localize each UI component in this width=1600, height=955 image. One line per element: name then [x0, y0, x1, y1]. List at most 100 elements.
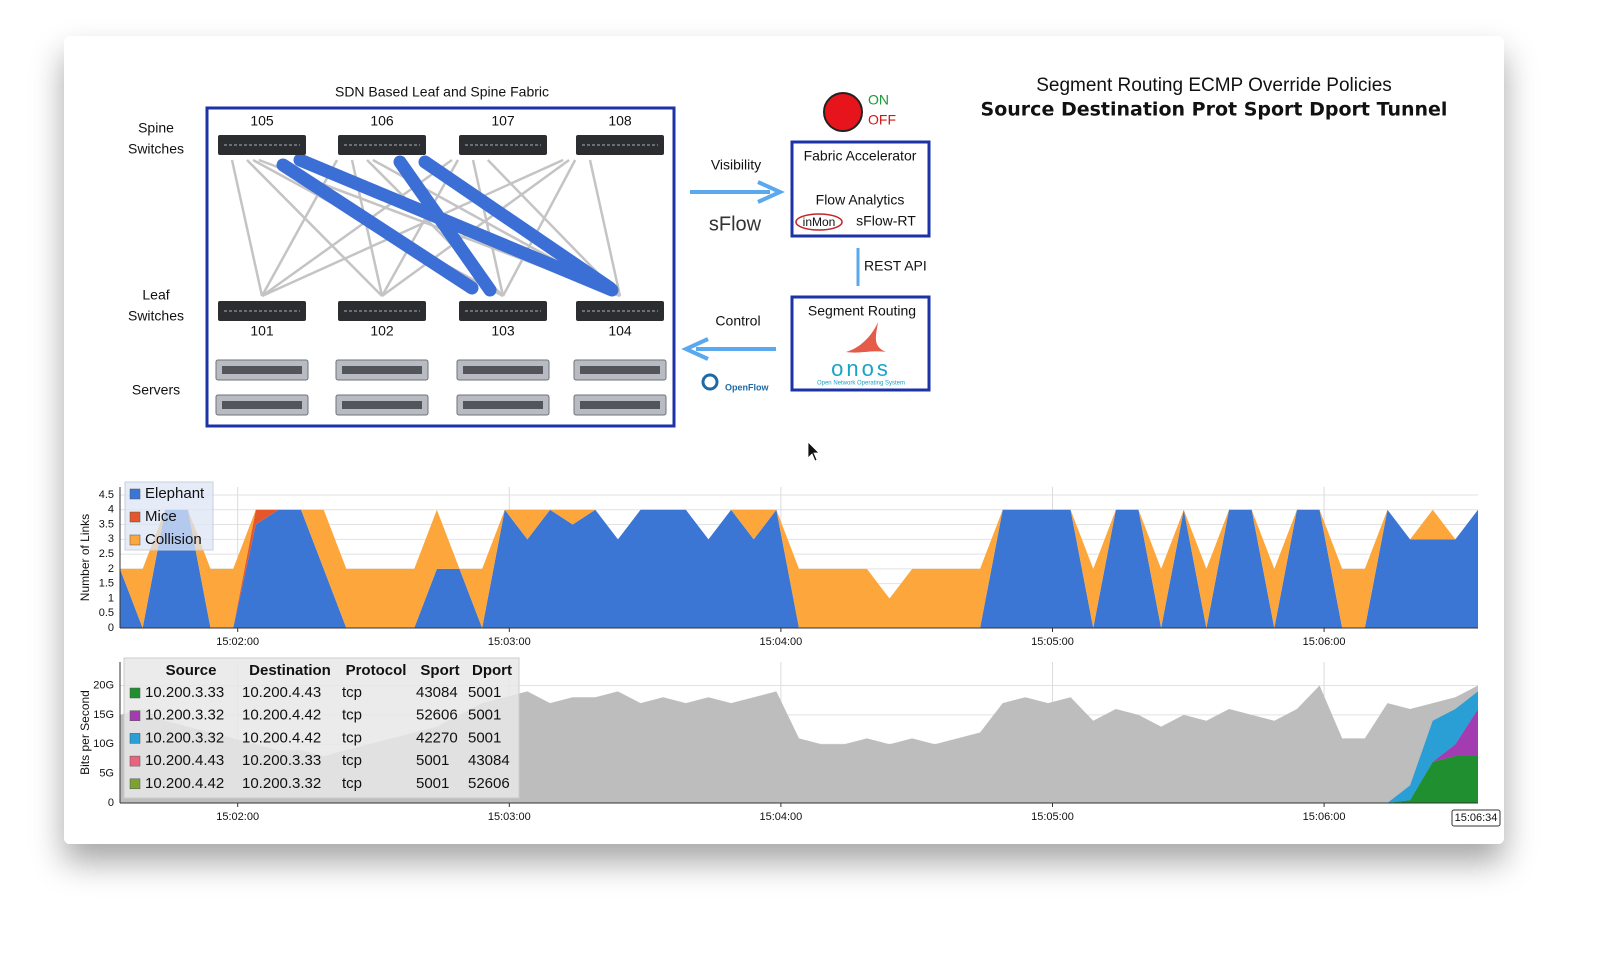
- y-tick-label: 5G: [99, 768, 114, 780]
- link: [260, 159, 339, 297]
- window: [64, 36, 1504, 844]
- x-tick-label: 15:05:00: [1031, 636, 1074, 648]
- flow-dport: 52606: [468, 775, 510, 792]
- leaf-id: 102: [370, 323, 394, 339]
- link: [501, 159, 577, 297]
- link: [246, 159, 383, 297]
- server-face: [463, 401, 543, 409]
- link: [261, 158, 564, 298]
- accelerator-title: Fabric Accelerator: [804, 148, 917, 164]
- legend-label: Collision: [145, 531, 202, 548]
- controller-box: [790, 295, 931, 392]
- y-axis-label: Bits per Second: [78, 690, 92, 775]
- y-tick-label: 15G: [93, 709, 114, 721]
- series-area: [120, 509, 1478, 628]
- flow-destination: 10.200.4.43: [242, 684, 321, 701]
- column-header: Destination: [249, 662, 331, 679]
- y-tick-label: 0.5: [99, 607, 114, 619]
- flow-sport: 43084: [416, 684, 458, 701]
- spine-id: 105: [250, 113, 274, 129]
- fabric: 105 106 107 108 101 102 103 104: [215, 113, 667, 416]
- legend-swatch: [129, 778, 141, 790]
- visibility-label: Visibility: [711, 157, 761, 173]
- y-tick-label: 2: [108, 563, 114, 575]
- openflow-icon: [701, 373, 719, 391]
- server-face: [222, 401, 302, 409]
- flow-protocol: tcp: [342, 729, 362, 746]
- flow-destination: 10.200.3.32: [242, 775, 321, 792]
- onos-logo: onos: [831, 356, 891, 381]
- flow-sport: 42270: [416, 729, 458, 746]
- flow-dport: 5001: [468, 684, 501, 701]
- servers-label: Servers: [132, 382, 180, 398]
- server-face: [342, 401, 422, 409]
- flow-dport: 5001: [468, 707, 501, 724]
- controller-title: Segment Routing: [808, 303, 916, 319]
- legend-swatch: [129, 733, 141, 744]
- flow-protocol: tcp: [342, 684, 362, 701]
- accelerator-box: [790, 140, 931, 238]
- flow-sport: 5001: [416, 775, 449, 792]
- legend-label: Mice: [145, 508, 177, 525]
- x-tick-label: 15:03:00: [488, 636, 531, 648]
- onos-tagline: Open Network Operating System: [817, 381, 905, 387]
- legend-swatch: [129, 534, 141, 546]
- fabric-title: SDN Based Leaf and Spine Fabric: [335, 84, 549, 100]
- legend-swatch: [129, 687, 141, 699]
- flow-protocol: tcp: [342, 775, 362, 792]
- y-axis-label: Number of Links: [78, 514, 92, 601]
- column-header: Source: [166, 662, 217, 679]
- spine-id: 106: [370, 113, 394, 129]
- legend-swatch: [129, 488, 141, 500]
- leaf-label: Switches: [128, 308, 184, 324]
- accelerator-product: sFlow-RT: [856, 213, 916, 229]
- mouse-cursor: [807, 441, 820, 462]
- page-subtitle: Source Destination Prot Sport Dport Tunn…: [981, 99, 1448, 121]
- server-face: [222, 366, 302, 374]
- y-tick-label: 1: [108, 592, 114, 604]
- column-header: Sport: [420, 662, 459, 679]
- flow-destination: 10.200.4.42: [242, 707, 321, 724]
- y-tick-label: 4: [108, 504, 114, 516]
- legend-swatch: [129, 710, 141, 721]
- elephant-path: [293, 153, 619, 297]
- x-tick-label: 15:03:00: [488, 811, 531, 823]
- onos-bird: [846, 322, 886, 353]
- spine-id: 107: [491, 113, 515, 129]
- x-tick-label: 15:06:00: [1303, 636, 1346, 648]
- control-label: Control: [715, 313, 760, 329]
- flow-source: 10.200.4.42: [145, 775, 224, 792]
- on-off-button[interactable]: [823, 92, 863, 132]
- leaf-id: 101: [250, 323, 274, 339]
- y-tick-label: 0: [108, 797, 114, 809]
- x-tick-label: 15:04:00: [759, 811, 802, 823]
- flow-dport: 5001: [468, 729, 501, 746]
- leaf-id: 104: [608, 323, 632, 339]
- x-tick-label: 15:05:00: [1031, 811, 1074, 823]
- inmon-logo: [795, 213, 843, 231]
- visibility-arrow: [690, 180, 785, 204]
- flow-sport: 52606: [416, 707, 458, 724]
- flow-source: 10.200.4.43: [145, 752, 224, 769]
- server-face: [580, 401, 660, 409]
- flow-dport: 43084: [468, 752, 510, 769]
- spine-label: Switches: [128, 141, 184, 157]
- y-tick-label: 3: [108, 533, 114, 545]
- y-tick-label: 2.5: [99, 548, 114, 560]
- control-arrow: [681, 337, 776, 361]
- series-area: [120, 509, 1478, 628]
- link: [230, 159, 264, 297]
- server-face: [342, 366, 422, 374]
- leaf-id: 103: [491, 323, 515, 339]
- x-tick-label: 15:06:00: [1303, 811, 1346, 823]
- sflow-logo: sFlow: [709, 213, 762, 235]
- y-tick-label: 10G: [93, 738, 114, 750]
- flow-protocol: tcp: [342, 752, 362, 769]
- x-tick-label: 15:02:00: [216, 811, 259, 823]
- off-label[interactable]: OFF: [868, 112, 896, 128]
- on-label[interactable]: ON: [868, 92, 889, 108]
- flow-source: 10.200.3.33: [145, 684, 224, 701]
- spine-id: 108: [608, 113, 632, 129]
- y-tick-label: 20G: [93, 679, 114, 691]
